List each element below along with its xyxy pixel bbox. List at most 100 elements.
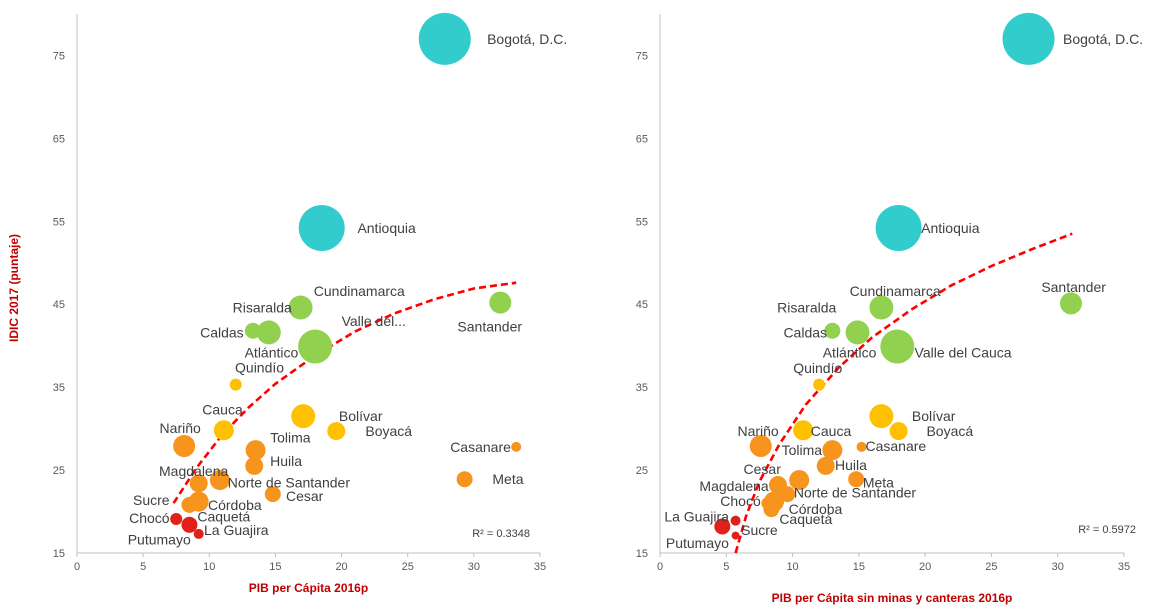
x-tick-label: 20 [335, 561, 347, 573]
x-tick-label: 30 [468, 561, 480, 573]
bubble [288, 295, 313, 320]
bubble [730, 515, 741, 526]
bubble [489, 291, 512, 314]
point-label: Boyacá [926, 423, 973, 439]
point-label: Santander [1041, 279, 1106, 295]
x-tick-label: 30 [1052, 561, 1064, 573]
point-label: Chocó [720, 493, 761, 509]
x-tick-label: 15 [269, 561, 281, 573]
y-tick-label: 75 [53, 50, 65, 62]
point-label: Caldas [783, 324, 827, 340]
y-tick-label: 25 [53, 465, 65, 477]
y-tick-label: 45 [53, 299, 65, 311]
bubble [209, 470, 230, 491]
point-label: Meta [492, 471, 523, 487]
r-squared-label: R² = 0.5972 [1078, 524, 1136, 536]
bubble [793, 420, 814, 441]
bubble [789, 470, 810, 491]
x-tick-label: 35 [534, 561, 546, 573]
bubble [813, 378, 826, 391]
bubble [193, 528, 204, 539]
bubble [856, 441, 867, 452]
bubble [816, 456, 835, 475]
x-tick-label: 25 [402, 561, 414, 573]
bubble [731, 531, 740, 540]
y-tick-label: 55 [53, 216, 65, 228]
point-label: Quindío [793, 360, 842, 376]
point-label: Magdalena [159, 463, 228, 479]
point-label: Bogotá, D.C. [487, 31, 567, 47]
bubble [327, 422, 346, 441]
x-tick-label: 5 [723, 561, 729, 573]
bubble [869, 404, 894, 429]
bubble [170, 513, 183, 526]
bubble [298, 204, 345, 251]
point-label: Tolima [270, 430, 311, 446]
bubble [824, 322, 841, 339]
bubble [173, 435, 196, 458]
point-label: Nariño [737, 423, 778, 439]
point-label: Quindío [235, 359, 284, 375]
point-label: Caldas [200, 324, 244, 340]
point-label: Bogotá, D.C. [1063, 31, 1143, 47]
point-label: Atlántico [823, 344, 877, 360]
y-tick-label: 55 [636, 216, 648, 228]
bubble [749, 435, 772, 458]
right-chart: 0 5 10 15 20 25 30 35 15 25 35 45 55 65 75 Bogotá, D.C.… [636, 12, 1143, 605]
x-tick-label: 10 [203, 561, 215, 573]
bubble [875, 204, 922, 251]
bubble [456, 471, 473, 488]
bubble [822, 440, 843, 461]
point-label: Cauca [811, 423, 852, 439]
bubble [244, 322, 261, 339]
bubble [181, 496, 198, 513]
y-axis-title: IDIC 2017 (puntaje) [7, 234, 21, 342]
y-tick-label: 35 [53, 382, 65, 394]
point-label: Chocó [129, 510, 170, 526]
y-tick-label: 35 [636, 382, 648, 394]
point-label: Córdoba [789, 501, 843, 517]
point-label: Antioquia [921, 220, 980, 236]
point-label: Huila [835, 457, 867, 473]
bubble [256, 320, 281, 345]
bubble [1059, 292, 1082, 315]
point-label: Caquetá [779, 511, 832, 527]
x-tick-label: 0 [657, 561, 663, 573]
x-tick-label: 25 [985, 561, 997, 573]
bubble [779, 486, 796, 503]
bubble [245, 456, 264, 475]
point-label: Casanare [450, 439, 511, 455]
point-label: Córdoba [208, 497, 262, 513]
x-tick-label: 0 [74, 561, 80, 573]
bubble [848, 471, 865, 488]
point-label: Nariño [160, 420, 201, 436]
point-label: Antioquia [357, 220, 416, 236]
bubble [714, 518, 731, 535]
bubble [298, 329, 333, 364]
point-label: Santander [457, 319, 522, 335]
point-label: Putumayo [666, 535, 729, 551]
bubble [245, 440, 266, 461]
point-label: Meta [863, 475, 894, 491]
point-label: Boyacá [365, 423, 412, 439]
x-axis-title: PIB per Cápita sin minas y canteras 2016… [772, 591, 1013, 605]
bubble [511, 441, 522, 452]
y-tick-label: 15 [53, 548, 65, 560]
y-tick-label: 65 [636, 133, 648, 145]
point-label: Valle del Cauca [915, 344, 1012, 360]
point-label: Magdalena [699, 478, 768, 494]
point-label: La Guajira [204, 522, 269, 538]
bubble [418, 12, 471, 65]
point-label: Putumayo [128, 532, 191, 548]
y-tick-label: 45 [636, 299, 648, 311]
point-label: Norte de Santander [794, 484, 917, 500]
point-label: Tolima [782, 442, 823, 458]
point-label: Risaralda [233, 300, 292, 316]
bubble [761, 497, 774, 510]
point-label: La Guajira [664, 509, 729, 525]
bubble [264, 486, 281, 503]
bubble [181, 516, 198, 533]
trendline [172, 281, 517, 504]
bubble [845, 320, 870, 345]
